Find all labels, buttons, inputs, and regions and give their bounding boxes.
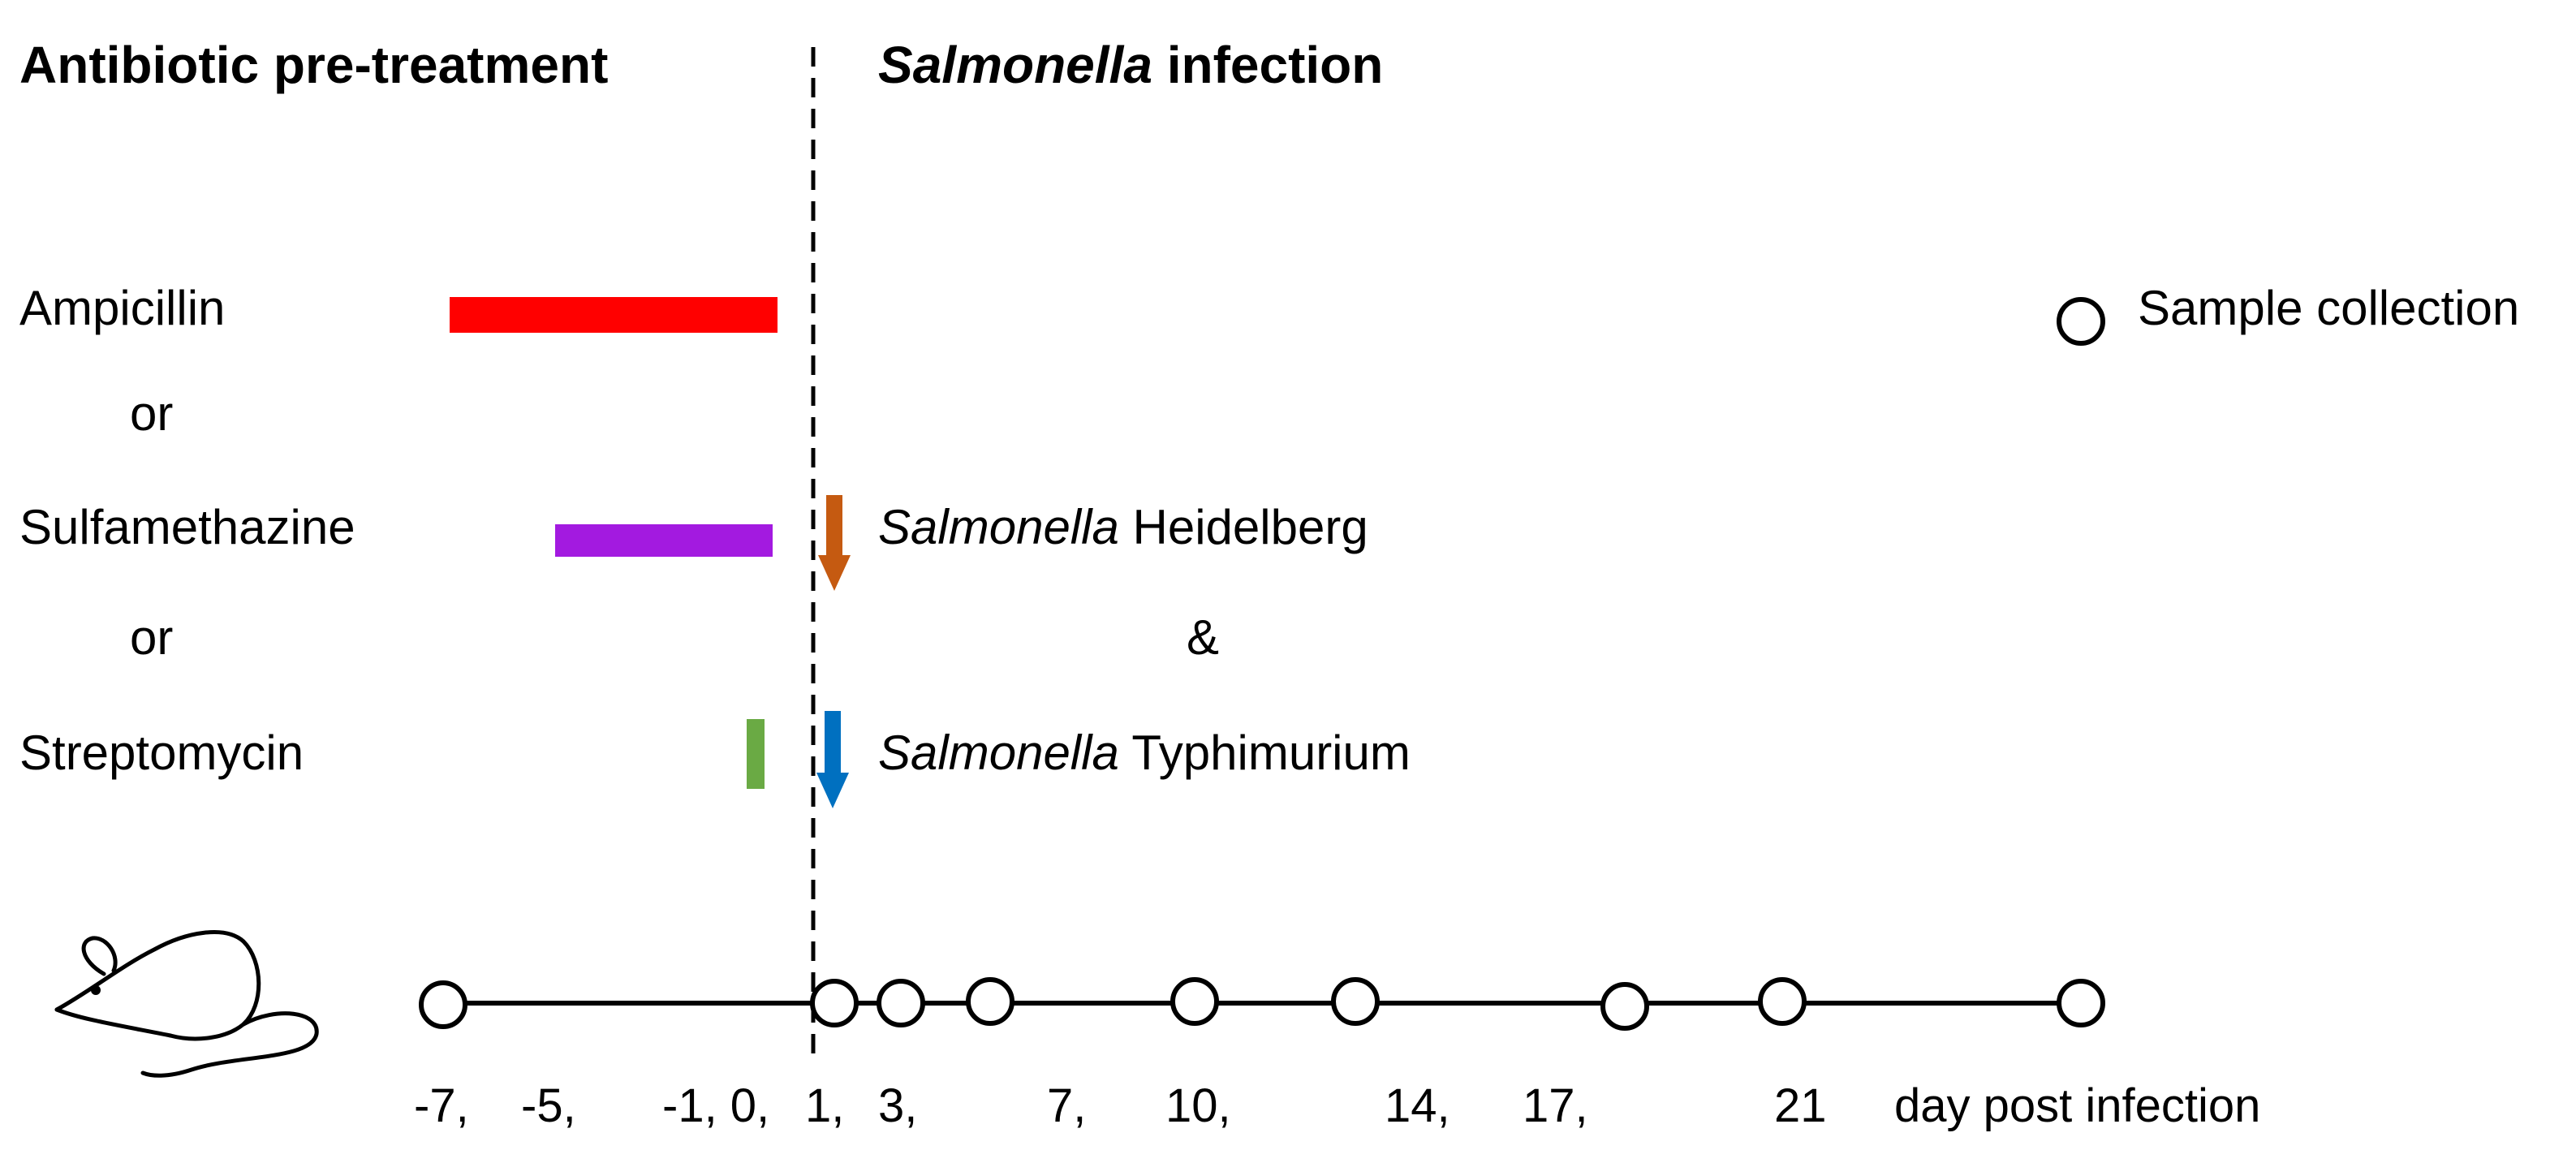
pretreatment-header: Antibiotic pre-treatment bbox=[19, 36, 609, 94]
sample-point-day-21 bbox=[1758, 977, 1807, 1026]
tick-label: -1, 0, bbox=[662, 1079, 770, 1132]
tick-label: -5, bbox=[521, 1079, 576, 1132]
ampicillin-treatment-bar bbox=[450, 297, 778, 333]
sample-point-day-1 bbox=[810, 979, 859, 1027]
streptomycin-treatment-bar bbox=[747, 719, 765, 789]
sulfamethazine-treatment-bar bbox=[555, 524, 773, 557]
tick-label: 17, bbox=[1523, 1079, 1588, 1132]
strain-genus-typhimurium: Salmonella bbox=[878, 726, 1119, 780]
tick-label: -7, bbox=[414, 1079, 469, 1132]
sample-point-day-14 bbox=[1331, 977, 1380, 1026]
strain-serovar-typhimurium: Typhimurium bbox=[1118, 726, 1411, 780]
mouse-icon bbox=[54, 930, 319, 1078]
antibiotic-label-streptomycin: Streptomycin bbox=[19, 726, 304, 780]
tick-label: 3, bbox=[878, 1079, 918, 1132]
legend-sample-circle bbox=[2057, 297, 2105, 346]
legend-sample-collection-label: Sample collection bbox=[2138, 281, 2520, 335]
strain-genus-heidelberg: Salmonella bbox=[878, 500, 1119, 554]
ampersand: & bbox=[1187, 610, 1220, 665]
strain-label-heidelberg: Salmonella Heidelberg bbox=[878, 503, 1368, 552]
antibiotic-label-sulfamethazine: Sulfamethazine bbox=[19, 500, 355, 554]
sample-point-day-17 bbox=[1600, 982, 1649, 1031]
timeline-unit-label: day post infection bbox=[1894, 1079, 2261, 1132]
strain-label-typhimurium: Salmonella Typhimurium bbox=[878, 729, 1411, 777]
sample-point-day-3 bbox=[877, 979, 925, 1027]
tick-label: 14, bbox=[1385, 1079, 1450, 1132]
sample-point-day-m7 bbox=[419, 980, 467, 1029]
infection-header-rest: infection bbox=[1152, 36, 1384, 94]
infection-header: Salmonella infection bbox=[878, 39, 1383, 91]
typhimurium-inoculation-arrow bbox=[816, 711, 849, 808]
sample-point-day-28 bbox=[2057, 979, 2105, 1027]
strain-serovar-heidelberg: Heidelberg bbox=[1118, 500, 1368, 554]
antibiotic-label-ampicillin: Ampicillin bbox=[19, 281, 226, 335]
tick-label: 21 bbox=[1774, 1079, 1827, 1132]
sample-point-day-7 bbox=[966, 977, 1014, 1026]
tick-label: 1, bbox=[805, 1079, 845, 1132]
or-connector-1: or bbox=[130, 386, 174, 441]
heidelberg-inoculation-arrow bbox=[818, 495, 851, 591]
tick-label: 10, bbox=[1165, 1079, 1231, 1132]
tick-label: 7, bbox=[1047, 1079, 1087, 1132]
or-connector-2: or bbox=[130, 610, 174, 665]
infection-header-genus: Salmonella bbox=[878, 36, 1152, 94]
sample-point-day-10 bbox=[1170, 977, 1219, 1026]
